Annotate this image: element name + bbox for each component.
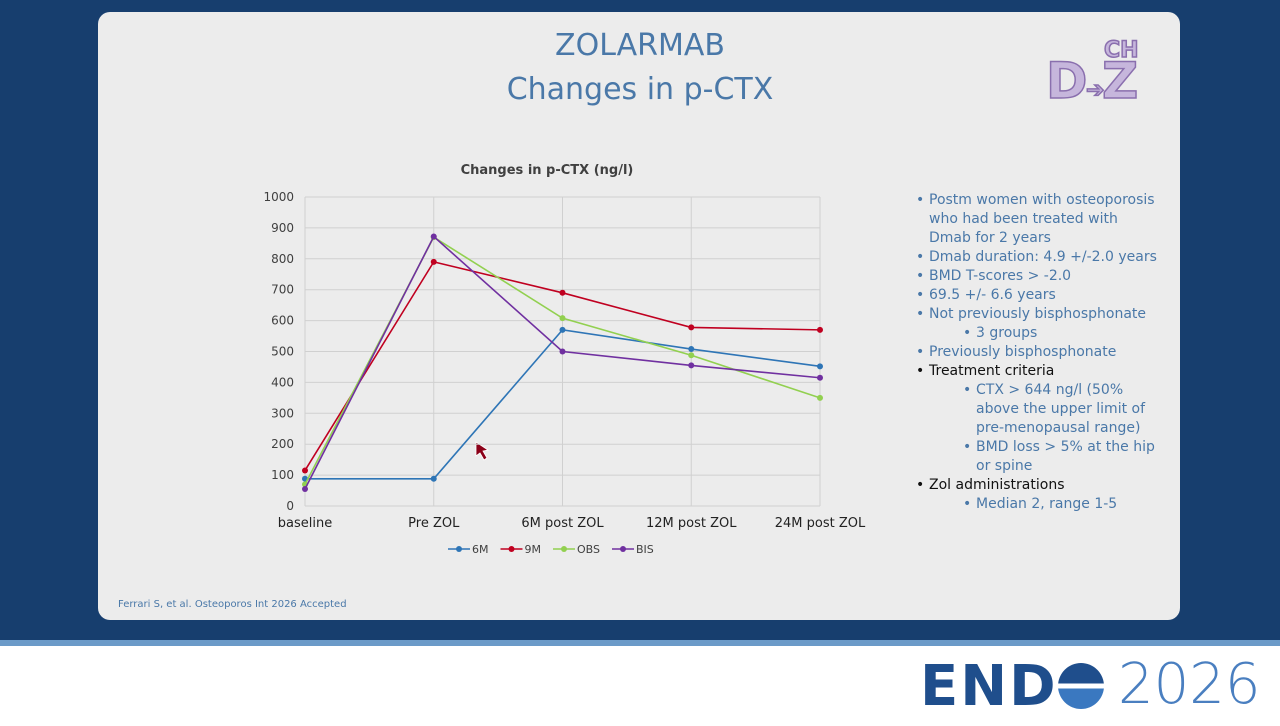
bullet-text: CTX > 644 ng/l (50% above the upper limi… xyxy=(976,382,1146,436)
bullet-text: BMD T-scores > -2.0 xyxy=(929,268,1072,284)
bullet: • CTX > 644 ng/l (50% above the upper lim… xyxy=(963,381,1162,438)
legend-label: 9M xyxy=(525,543,542,556)
brand-text: END xyxy=(920,654,1058,719)
bullet: • Postm women with osteoporosis who had b… xyxy=(916,191,1162,248)
y-tick-label: 0 xyxy=(286,499,294,513)
y-tick-label: 700 xyxy=(271,283,294,297)
point xyxy=(559,326,566,333)
legend-dot xyxy=(561,546,567,552)
legend-label: BIS xyxy=(636,543,654,556)
legend-dot xyxy=(508,546,515,552)
chart-title: Changes in p-CTX (ng/l) xyxy=(461,163,634,178)
y-tick-label: 400 xyxy=(271,375,294,389)
y-tick-label: 900 xyxy=(271,221,294,235)
y-tick-label: 200 xyxy=(271,437,294,451)
point xyxy=(688,346,695,353)
bullet: • 69.5 +/- 6.6 years xyxy=(916,286,1162,305)
logo-top: CH xyxy=(1103,37,1139,64)
slide-title: ZOLARMAB xyxy=(555,28,725,63)
cursor xyxy=(475,441,490,461)
bullet-dot: • xyxy=(916,306,925,322)
footer: END 2026 xyxy=(0,640,1280,726)
legend-label: 6M xyxy=(472,543,489,556)
bullet-text: 69.5 +/- 6.6 years xyxy=(929,287,1056,303)
bullet-dot: • xyxy=(963,439,972,455)
point xyxy=(430,475,437,482)
legend-dot xyxy=(620,546,626,552)
point xyxy=(559,289,566,296)
chart: Changes in p-CTX (ng/l) 0 100 200 300 400 500… xyxy=(263,163,866,556)
y-tick-label: 1000 xyxy=(263,190,294,204)
bullet-text: Previously bisphosphonate xyxy=(929,344,1117,360)
bullet-text: Postm women with osteoporosis who had be… xyxy=(929,192,1155,246)
legend-dot xyxy=(456,546,462,552)
slide-subtitle: Changes in p-CTX xyxy=(506,72,774,107)
x-tick-label: baseline xyxy=(278,516,332,531)
logo-arrow: ➔ xyxy=(1085,77,1105,104)
bullet: • Previously bisphosphonate xyxy=(916,343,1162,362)
bullet: • Zol administrations xyxy=(916,476,1162,495)
point xyxy=(430,258,437,265)
bullet-dot: • xyxy=(916,249,925,265)
logo: CH D ➔ Z xyxy=(1045,37,1146,112)
y-tick-label: 100 xyxy=(271,468,294,482)
bullet: • Treatment criteria xyxy=(916,362,1162,381)
y-tick-label: 800 xyxy=(271,252,294,266)
bullet: • BMD T-scores > -2.0 xyxy=(916,267,1162,286)
point xyxy=(688,324,695,331)
point xyxy=(302,467,308,474)
bullet-text: Not previously bisphosphonate xyxy=(929,306,1147,322)
bullet-dot: • xyxy=(916,363,925,379)
bullet: • Not previously bisphosphonate xyxy=(916,305,1162,324)
x-tick-label: 24M post ZOL xyxy=(775,516,866,531)
bullet-text: Median 2, range 1-5 xyxy=(976,496,1118,512)
bullet-text: 3 groups xyxy=(976,325,1038,341)
bullet-dot: • xyxy=(916,192,925,208)
point xyxy=(688,362,695,369)
bullet-text: Zol administrations xyxy=(929,477,1065,493)
y-tick-label: 600 xyxy=(271,314,294,328)
bullet: • 3 groups xyxy=(963,324,1162,343)
point xyxy=(817,394,823,401)
legend-label: OBS xyxy=(577,543,600,556)
bullet-dot: • xyxy=(916,477,925,493)
x-tick-label: Pre ZOL xyxy=(408,516,460,531)
slide-panel xyxy=(98,12,1180,620)
y-tick-label: 300 xyxy=(271,406,294,420)
x-tick-label: 12M post ZOL xyxy=(646,516,737,531)
bullet-text: Treatment criteria xyxy=(929,363,1055,379)
y-tick-label: 500 xyxy=(271,345,294,359)
x-tick-label: 6M post ZOL xyxy=(521,516,604,531)
point xyxy=(302,486,308,493)
bullet-dot: • xyxy=(963,382,972,398)
bullet-dot: • xyxy=(916,287,925,303)
bullet: • Median 2, range 1-5 xyxy=(963,495,1162,514)
bullet-text: Dmab duration: 4.9 +/-2.0 years xyxy=(929,249,1157,265)
logo-right: Z xyxy=(1101,51,1139,111)
bullet-text: BMD loss > 5% at the hip or spine xyxy=(976,439,1155,474)
bullet-dot: • xyxy=(963,325,972,341)
point xyxy=(817,326,823,333)
citation: Ferrari S, et al. Osteoporos Int 2026 Ac… xyxy=(118,599,347,610)
globe xyxy=(1057,663,1104,709)
bullet-list: • Postm women with osteoporosis who had b… xyxy=(912,191,1162,514)
bullet-dot: • xyxy=(916,344,925,360)
point xyxy=(688,352,695,359)
footer-brand: END xyxy=(920,654,1104,719)
point xyxy=(430,233,437,240)
bullet: • BMD loss > 5% at the hip or spine xyxy=(963,438,1162,476)
point xyxy=(559,348,566,355)
footer-year: 2026 xyxy=(1118,652,1261,717)
bullet-dot: • xyxy=(916,268,925,284)
logo-left: D xyxy=(1045,51,1088,111)
point xyxy=(817,363,823,370)
bullet-dot: • xyxy=(963,496,972,512)
bullet: • Dmab duration: 4.9 +/-2.0 years xyxy=(916,248,1162,267)
point xyxy=(559,315,566,322)
point xyxy=(817,374,823,381)
